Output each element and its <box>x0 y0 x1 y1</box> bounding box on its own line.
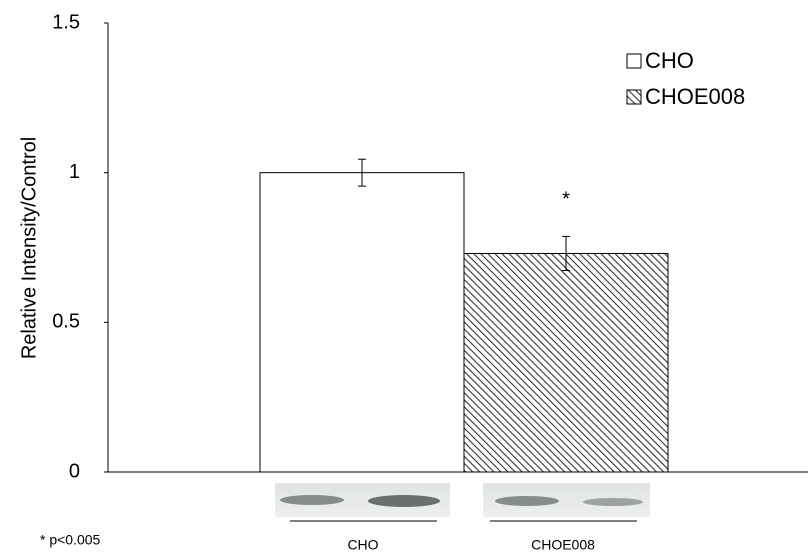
legend-swatch <box>626 53 642 69</box>
footnote: * p<0.005 <box>40 532 101 548</box>
blot-label: CHO <box>347 537 378 553</box>
error-bar <box>562 235 570 272</box>
legend-label: CHOE008 <box>645 84 745 109</box>
annotation: * <box>562 189 570 211</box>
blot-image <box>275 483 650 517</box>
blot-label: CHOE008 <box>531 537 595 553</box>
y-tick-label: 1.5 <box>52 11 80 33</box>
error-bar <box>358 158 366 187</box>
legend-swatch <box>626 89 642 105</box>
y-tick-label: 0 <box>69 460 80 482</box>
bar <box>259 172 465 473</box>
legend-label: CHO <box>645 48 694 73</box>
bar <box>463 252 669 473</box>
y-tick-label: 1 <box>69 161 80 183</box>
y-tick-label: 0.5 <box>52 311 80 333</box>
y-axis-title: Relative Intensity/Control <box>18 137 40 359</box>
